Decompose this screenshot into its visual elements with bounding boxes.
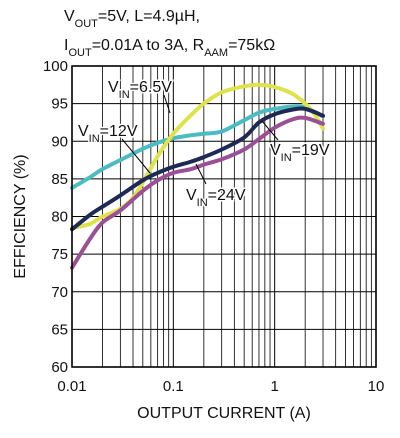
annotation-leader bbox=[261, 120, 279, 141]
series-annotation-vin24: VIN=24V bbox=[186, 187, 246, 209]
plot-grid bbox=[72, 66, 376, 367]
annotation-leader bbox=[163, 94, 171, 114]
condition-line-part: AAM bbox=[204, 47, 228, 59]
annotation-leaders bbox=[121, 94, 279, 185]
series-annotation-vin19-part: =19V bbox=[292, 142, 330, 159]
condition-line-part: =0.01A to 3A, R bbox=[92, 37, 205, 54]
condition-line-part: =5V, L=4.9µH, bbox=[98, 8, 200, 25]
series-annotation-vin6_5-part: IN bbox=[119, 89, 130, 101]
condition-line-part: OUT bbox=[68, 47, 92, 59]
x-tick-label: 10 bbox=[368, 378, 385, 395]
annotation-leader bbox=[121, 138, 151, 174]
series-annotation-vin19-part: V bbox=[270, 142, 281, 159]
series-annotation-vin12-part: V bbox=[78, 123, 89, 140]
plot-frame bbox=[71, 65, 377, 368]
series-annotation-vin6_5-part: =6.5V bbox=[130, 79, 173, 96]
series-annotation-vin19-part: IN bbox=[281, 152, 292, 164]
y-tick-label: 80 bbox=[51, 209, 68, 226]
series-annotation-vin12: VIN=12V bbox=[78, 123, 138, 145]
y-tick-label: 90 bbox=[51, 133, 68, 150]
series-line-vin19 bbox=[70, 106, 325, 232]
y-axis-ticks: 60 65 70 75 80 85 90 95 100 bbox=[43, 58, 68, 376]
y-tick-label: 100 bbox=[43, 58, 68, 75]
chart-conditions: VOUT=5V, L=4.9µH,IOUT=0.01A to 3A, RAAM=… bbox=[64, 8, 275, 59]
x-axis-ticks: 0.01 0.1 1 10 bbox=[57, 378, 384, 395]
condition-line-part: I bbox=[64, 37, 68, 54]
series-annotation-vin24-part: =24V bbox=[208, 187, 246, 204]
series-annotation-vin6_5: VIN=6.5V bbox=[108, 79, 172, 101]
series-annotation-vin12-part: IN bbox=[89, 133, 100, 145]
annotation-leader bbox=[195, 163, 207, 185]
condition-line-part: =75kΩ bbox=[228, 37, 275, 54]
x-tick-label: 0.01 bbox=[57, 378, 86, 395]
series-annotation-vin24-part: V bbox=[186, 187, 197, 204]
y-axis-label: EFFICIENCY (%) bbox=[12, 154, 29, 278]
y-tick-label: 85 bbox=[51, 171, 68, 188]
plot-series bbox=[70, 82, 325, 270]
condition-line: VOUT=5V, L=4.9µH, bbox=[64, 8, 200, 30]
series-annotation-vin19: VIN=19V bbox=[270, 142, 330, 164]
series-line-vin12 bbox=[70, 104, 325, 190]
series-line-vin24 bbox=[70, 115, 325, 270]
y-tick-label: 75 bbox=[51, 246, 68, 263]
x-tick-label: 1 bbox=[270, 378, 278, 395]
series-annotation-vin6_5-part: V bbox=[108, 79, 119, 96]
x-tick-label: 0.1 bbox=[163, 378, 184, 395]
y-tick-label: 65 bbox=[51, 321, 68, 338]
series-annotation-vin24-part: IN bbox=[197, 197, 208, 209]
series-annotation-vin12-part: =12V bbox=[100, 123, 138, 140]
y-tick-label: 95 bbox=[51, 96, 68, 113]
y-tick-label: 60 bbox=[51, 359, 68, 376]
condition-line-part: OUT bbox=[75, 18, 99, 30]
condition-line-part: V bbox=[64, 8, 75, 25]
x-axis-label: OUTPUT CURRENT (A) bbox=[137, 405, 311, 422]
condition-line: IOUT=0.01A to 3A, RAAM=75kΩ bbox=[64, 37, 275, 59]
y-tick-label: 70 bbox=[51, 284, 68, 301]
